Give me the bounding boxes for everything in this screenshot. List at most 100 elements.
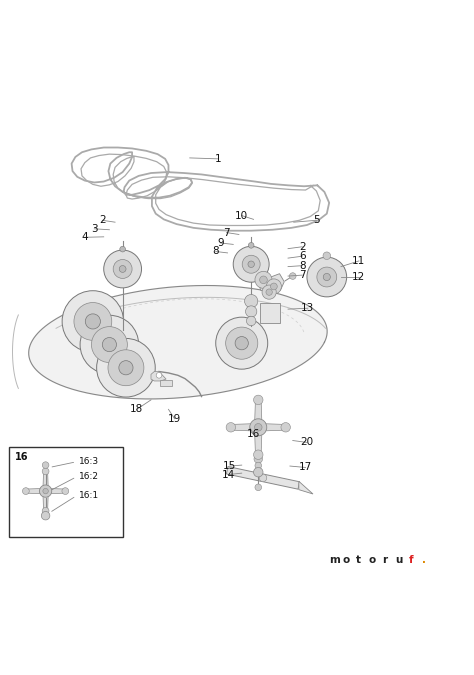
Circle shape [156, 373, 162, 378]
Circle shape [262, 285, 276, 299]
Circle shape [254, 450, 263, 460]
Circle shape [323, 252, 330, 259]
Text: f: f [409, 556, 413, 565]
Polygon shape [29, 286, 327, 399]
Bar [260, 304, 281, 323]
Text: o: o [342, 556, 350, 565]
Polygon shape [43, 491, 48, 511]
Circle shape [248, 261, 255, 267]
Text: 17: 17 [299, 462, 312, 472]
Circle shape [250, 418, 267, 436]
Polygon shape [258, 273, 284, 293]
Circle shape [317, 267, 337, 287]
Circle shape [323, 273, 330, 281]
Circle shape [235, 337, 248, 350]
Circle shape [271, 283, 277, 290]
Circle shape [246, 316, 256, 325]
Circle shape [281, 423, 291, 432]
Text: 10: 10 [235, 211, 248, 221]
Text: 2: 2 [99, 215, 106, 225]
Circle shape [246, 306, 257, 317]
Circle shape [245, 294, 258, 308]
Circle shape [216, 317, 268, 369]
Circle shape [102, 338, 117, 352]
Polygon shape [299, 481, 313, 494]
Text: 9: 9 [217, 238, 224, 248]
Polygon shape [231, 423, 258, 431]
Circle shape [119, 360, 133, 375]
Circle shape [254, 455, 263, 463]
Polygon shape [255, 427, 262, 455]
Text: 15: 15 [223, 461, 237, 471]
Polygon shape [227, 466, 300, 489]
Circle shape [41, 512, 50, 520]
Text: 7: 7 [299, 270, 306, 280]
Circle shape [85, 314, 100, 329]
Text: 8: 8 [299, 261, 306, 271]
Circle shape [91, 327, 128, 362]
Circle shape [255, 423, 262, 431]
Polygon shape [46, 489, 65, 494]
Circle shape [290, 273, 296, 279]
Circle shape [42, 462, 49, 468]
Circle shape [255, 484, 262, 491]
Circle shape [62, 291, 124, 352]
Circle shape [266, 289, 273, 296]
Circle shape [108, 350, 144, 385]
Circle shape [62, 488, 69, 495]
Circle shape [119, 265, 126, 273]
Polygon shape [151, 371, 166, 381]
Circle shape [226, 327, 258, 359]
Polygon shape [43, 471, 48, 491]
Circle shape [254, 395, 263, 404]
Text: 20: 20 [301, 437, 313, 448]
Circle shape [104, 250, 142, 288]
Circle shape [233, 246, 269, 282]
Circle shape [259, 474, 267, 482]
Text: 16:1: 16:1 [79, 491, 99, 500]
Text: 7: 7 [223, 227, 230, 238]
Text: 16: 16 [15, 452, 28, 462]
Text: 13: 13 [301, 303, 315, 313]
Text: 3: 3 [91, 224, 98, 234]
Text: 16:3: 16:3 [79, 457, 99, 466]
Text: 12: 12 [352, 272, 365, 282]
Circle shape [42, 508, 49, 514]
Text: 8: 8 [212, 246, 219, 256]
Circle shape [242, 255, 260, 273]
Circle shape [97, 338, 155, 397]
Text: 11: 11 [352, 256, 365, 266]
Circle shape [248, 242, 254, 248]
Bar [160, 380, 172, 385]
Circle shape [120, 246, 126, 252]
Text: r: r [382, 556, 387, 565]
Circle shape [254, 468, 263, 477]
Polygon shape [255, 400, 262, 427]
Circle shape [80, 315, 139, 374]
Text: 19: 19 [168, 414, 181, 424]
Circle shape [255, 462, 262, 469]
Text: 4: 4 [82, 232, 88, 242]
Text: u: u [395, 556, 403, 565]
Circle shape [307, 257, 346, 297]
Circle shape [255, 271, 272, 288]
Text: 1: 1 [215, 154, 221, 164]
Polygon shape [258, 423, 286, 431]
Text: 14: 14 [222, 470, 235, 479]
Circle shape [260, 276, 267, 284]
Text: 16: 16 [247, 429, 260, 439]
Circle shape [113, 259, 132, 278]
Circle shape [42, 468, 49, 475]
Text: 2: 2 [299, 242, 306, 252]
Bar [9, 447, 123, 537]
Circle shape [22, 488, 29, 495]
Polygon shape [26, 489, 46, 494]
Circle shape [266, 279, 282, 294]
Text: 5: 5 [313, 215, 319, 225]
Circle shape [226, 423, 236, 432]
Text: 6: 6 [299, 251, 306, 261]
Text: m: m [329, 556, 340, 565]
Circle shape [74, 302, 112, 340]
Text: .: . [422, 556, 426, 565]
Circle shape [39, 485, 52, 497]
